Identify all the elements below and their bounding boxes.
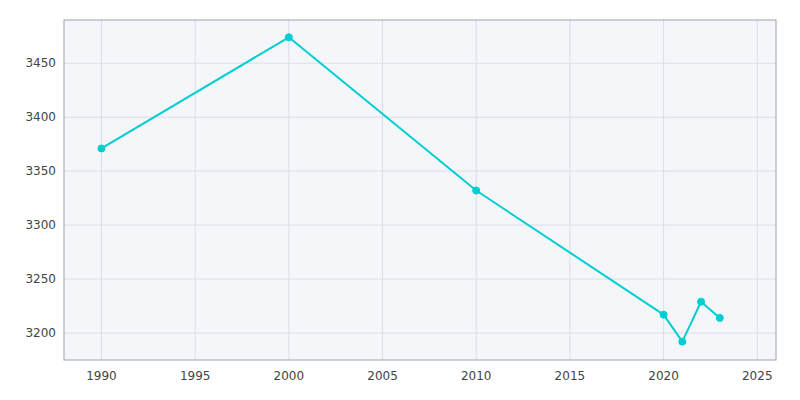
grid-line-y bbox=[64, 117, 776, 118]
grid-line-y bbox=[64, 171, 776, 172]
x-tick-label: 1995 bbox=[180, 369, 211, 383]
grid-line-x bbox=[757, 20, 758, 360]
grid-line-x bbox=[663, 20, 664, 360]
x-tick-label: 2010 bbox=[461, 369, 492, 383]
y-tick-label: 3300 bbox=[25, 218, 56, 232]
x-tick-label: 2025 bbox=[742, 369, 773, 383]
grid-line-x bbox=[288, 20, 289, 360]
x-tick-label: 2005 bbox=[367, 369, 398, 383]
point bbox=[698, 298, 705, 305]
x-tick-label: 2020 bbox=[648, 369, 679, 383]
line bbox=[101, 37, 719, 341]
grid-line-x bbox=[195, 20, 196, 360]
chart-svg: 1990 1995 2000 2005 2010 2015 2020 2025 3200 3250… bbox=[0, 0, 800, 400]
point bbox=[285, 34, 292, 41]
y-tick-label: 3250 bbox=[25, 272, 56, 286]
grid-line-y bbox=[64, 279, 776, 280]
x-tick-label: 2015 bbox=[555, 369, 586, 383]
plot-frame bbox=[64, 20, 776, 360]
x-tick-label: 2000 bbox=[274, 369, 305, 383]
point bbox=[98, 145, 105, 152]
point bbox=[716, 314, 723, 321]
series bbox=[98, 34, 723, 345]
x-tick-label: 1990 bbox=[86, 369, 117, 383]
point bbox=[473, 187, 480, 194]
tick-labels: 1990 1995 2000 2005 2010 2015 2020 2025 3200 3250… bbox=[25, 56, 772, 383]
plot-background bbox=[64, 20, 776, 360]
grid-line-x bbox=[382, 20, 383, 360]
grid-line-y bbox=[64, 333, 776, 334]
y-tick-label: 3400 bbox=[25, 110, 56, 124]
chart-container: 1990 1995 2000 2005 2010 2015 2020 2025 3200 3250… bbox=[0, 0, 800, 400]
y-tick-label: 3350 bbox=[25, 164, 56, 178]
y-tick-label: 3450 bbox=[25, 56, 56, 70]
grid-line-y bbox=[64, 63, 776, 64]
point bbox=[660, 311, 667, 318]
point bbox=[679, 338, 686, 345]
y-tick-label: 3200 bbox=[25, 326, 56, 340]
grid-line-x bbox=[569, 20, 570, 360]
grid-line-x bbox=[101, 20, 102, 360]
grid bbox=[64, 20, 776, 360]
grid-line-y bbox=[64, 225, 776, 226]
